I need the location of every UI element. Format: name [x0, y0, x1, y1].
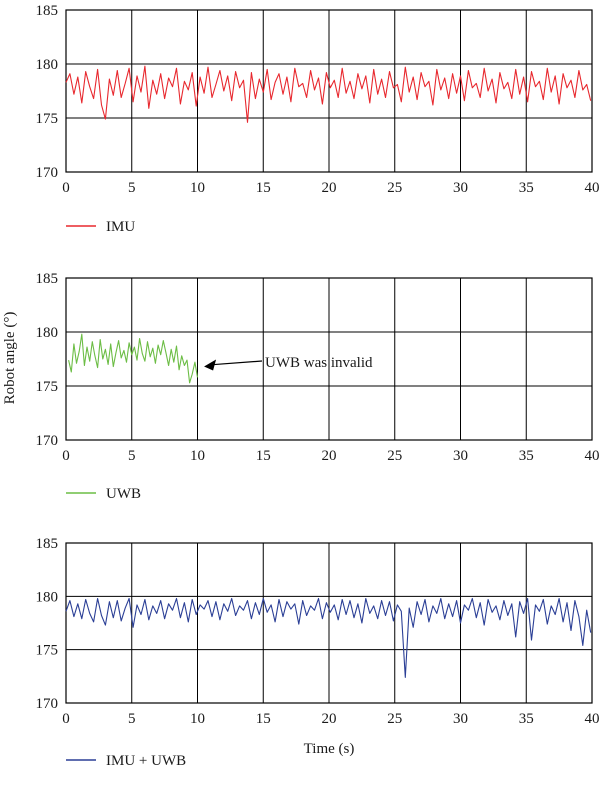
plot-frame: [65, 277, 593, 441]
x-tick-label: 5: [128, 448, 136, 464]
annotation-arrow-line: [214, 360, 263, 366]
x-tick-label: 30: [453, 180, 468, 196]
x-tick-label: 10: [190, 448, 205, 464]
series-line-fusion: [65, 597, 592, 678]
legend-label: UWB: [106, 486, 141, 502]
y-tick-label: 175: [36, 379, 59, 395]
x-tick-label: 5: [128, 180, 136, 196]
x-tick-label: 0: [62, 711, 70, 727]
plot-frame: [65, 542, 593, 704]
x-tick-label: 20: [322, 711, 337, 727]
y-tick-label: 185: [36, 3, 59, 19]
x-tick-label: 15: [256, 711, 271, 727]
x-tick-label: 15: [256, 448, 271, 464]
legend-label: IMU + UWB: [106, 753, 186, 769]
chart-imu: 0 5 10 15 20 25 30 35 40 170 175 180 185 IMU: [36, 3, 600, 235]
x-tick-label: 35: [519, 711, 534, 727]
legend-label: IMU: [106, 219, 135, 235]
series-line-uwb: [68, 333, 199, 384]
x-tick-label: 20: [322, 448, 337, 464]
x-tick-label: 35: [519, 180, 534, 196]
y-tick-label: 185: [36, 271, 59, 287]
x-tick-label: 25: [387, 180, 402, 196]
x-tick-label: 0: [62, 180, 70, 196]
x-axis-title: Time (s): [304, 741, 355, 757]
x-tick-label: 5: [128, 711, 136, 727]
annotation-uwb-invalid: UWB was invalid: [265, 355, 373, 371]
x-tick-label: 20: [322, 180, 337, 196]
legend-uwb: UWB: [66, 486, 141, 502]
y-tick-label: 185: [36, 536, 59, 552]
y-tick-label: 170: [36, 433, 59, 449]
x-tick-label: 30: [453, 711, 468, 727]
annotation-arrow-head: [204, 359, 217, 371]
plot-frame: [65, 9, 593, 173]
x-tick-label: 25: [387, 711, 402, 727]
x-tick-label: 0: [62, 448, 70, 464]
chart-uwb: 0 5 10 15 20 25 30 35 40 170 175 180 185 UWB: [36, 271, 600, 502]
x-tick-label: 40: [585, 180, 600, 196]
series-line-imu: [65, 65, 592, 123]
y-tick-label: 180: [36, 325, 59, 341]
y-tick-label: 170: [36, 696, 59, 712]
y-tick-label: 175: [36, 643, 59, 659]
y-tick-label: 180: [36, 57, 59, 73]
x-tick-label: 15: [256, 180, 271, 196]
x-tick-label: 25: [387, 448, 402, 464]
x-tick-label: 10: [190, 711, 205, 727]
legend-fusion: IMU + UWB: [66, 753, 186, 769]
x-tick-label: 30: [453, 448, 468, 464]
y-tick-label: 175: [36, 111, 59, 127]
y-tick-label: 180: [36, 589, 59, 605]
chart-fusion: 0 5 10 15 20 25 30 35 40 170 175 180 185 IMU + UWB: [36, 536, 600, 769]
x-tick-label: 40: [585, 711, 600, 727]
y-tick-label: 170: [36, 165, 59, 181]
y-axis-title: Robot angle (°): [2, 312, 18, 405]
legend-imu: IMU: [66, 219, 135, 235]
x-tick-label: 40: [585, 448, 600, 464]
x-tick-label: 10: [190, 180, 205, 196]
x-tick-label: 35: [519, 448, 534, 464]
